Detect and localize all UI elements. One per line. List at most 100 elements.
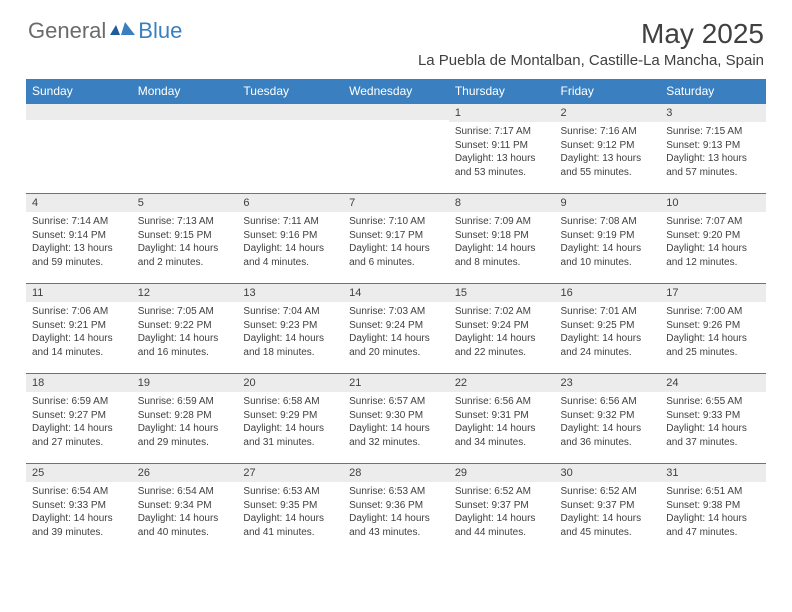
day-details: Sunrise: 7:10 AMSunset: 9:17 PMDaylight:… [343,212,449,275]
daynum-bar: 2 [555,103,661,122]
daynum-bar: 11 [26,283,132,302]
day-details: Sunrise: 7:16 AMSunset: 9:12 PMDaylight:… [555,122,661,185]
calendar-day-cell: 15Sunrise: 7:02 AMSunset: 9:24 PMDayligh… [449,283,555,373]
daynum-bar: 19 [132,373,238,392]
day-details: Sunrise: 6:53 AMSunset: 9:35 PMDaylight:… [237,482,343,545]
calendar-day-cell: 20Sunrise: 6:58 AMSunset: 9:29 PMDayligh… [237,373,343,463]
daynum-bar: 25 [26,463,132,482]
calendar-day-cell: 10Sunrise: 7:07 AMSunset: 9:20 PMDayligh… [660,193,766,283]
page-header: General Blue May 2025 La Puebla de Monta… [0,0,792,73]
calendar-day-cell: 25Sunrise: 6:54 AMSunset: 9:33 PMDayligh… [26,463,132,553]
calendar-week-row: 25Sunrise: 6:54 AMSunset: 9:33 PMDayligh… [26,463,766,553]
daynum-bar: 20 [237,373,343,392]
calendar-header-row: SundayMondayTuesdayWednesdayThursdayFrid… [26,79,766,103]
day-details: Sunrise: 6:52 AMSunset: 9:37 PMDaylight:… [555,482,661,545]
daynum-bar: 21 [343,373,449,392]
day-details: Sunrise: 7:00 AMSunset: 9:26 PMDaylight:… [660,302,766,365]
calendar-day-cell: 31Sunrise: 6:51 AMSunset: 9:38 PMDayligh… [660,463,766,553]
calendar-day-cell: 1Sunrise: 7:17 AMSunset: 9:11 PMDaylight… [449,103,555,193]
logo-text-general: General [28,18,106,44]
calendar-day-cell: 17Sunrise: 7:00 AMSunset: 9:26 PMDayligh… [660,283,766,373]
calendar-day-cell: 30Sunrise: 6:52 AMSunset: 9:37 PMDayligh… [555,463,661,553]
weekday-header: Tuesday [237,79,343,103]
daynum-bar: 10 [660,193,766,212]
calendar-day-cell: 9Sunrise: 7:08 AMSunset: 9:19 PMDaylight… [555,193,661,283]
calendar-day-cell: 26Sunrise: 6:54 AMSunset: 9:34 PMDayligh… [132,463,238,553]
calendar-day-cell: 11Sunrise: 7:06 AMSunset: 9:21 PMDayligh… [26,283,132,373]
day-details: Sunrise: 7:09 AMSunset: 9:18 PMDaylight:… [449,212,555,275]
daynum-bar-empty [26,103,132,120]
calendar-day-cell: 28Sunrise: 6:53 AMSunset: 9:36 PMDayligh… [343,463,449,553]
day-details: Sunrise: 7:08 AMSunset: 9:19 PMDaylight:… [555,212,661,275]
calendar-day-cell: 3Sunrise: 7:15 AMSunset: 9:13 PMDaylight… [660,103,766,193]
daynum-bar: 7 [343,193,449,212]
calendar-week-row: 1Sunrise: 7:17 AMSunset: 9:11 PMDaylight… [26,103,766,193]
daynum-bar: 16 [555,283,661,302]
calendar-day-cell: 13Sunrise: 7:04 AMSunset: 9:23 PMDayligh… [237,283,343,373]
calendar-day-cell [132,103,238,193]
calendar-table: SundayMondayTuesdayWednesdayThursdayFrid… [26,79,766,553]
calendar-day-cell: 14Sunrise: 7:03 AMSunset: 9:24 PMDayligh… [343,283,449,373]
daynum-bar: 24 [660,373,766,392]
day-details: Sunrise: 7:03 AMSunset: 9:24 PMDaylight:… [343,302,449,365]
logo-text-blue: Blue [138,18,182,44]
weekday-header: Sunday [26,79,132,103]
day-details: Sunrise: 7:13 AMSunset: 9:15 PMDaylight:… [132,212,238,275]
calendar-day-cell: 24Sunrise: 6:55 AMSunset: 9:33 PMDayligh… [660,373,766,463]
daynum-bar: 8 [449,193,555,212]
daynum-bar: 18 [26,373,132,392]
calendar-day-cell: 22Sunrise: 6:56 AMSunset: 9:31 PMDayligh… [449,373,555,463]
day-details: Sunrise: 6:54 AMSunset: 9:34 PMDaylight:… [132,482,238,545]
day-details: Sunrise: 6:53 AMSunset: 9:36 PMDaylight:… [343,482,449,545]
day-details: Sunrise: 6:56 AMSunset: 9:31 PMDaylight:… [449,392,555,455]
calendar-day-cell: 2Sunrise: 7:16 AMSunset: 9:12 PMDaylight… [555,103,661,193]
daynum-bar: 27 [237,463,343,482]
location-subtitle: La Puebla de Montalban, Castille-La Manc… [418,52,764,69]
day-details: Sunrise: 6:56 AMSunset: 9:32 PMDaylight:… [555,392,661,455]
day-details: Sunrise: 6:51 AMSunset: 9:38 PMDaylight:… [660,482,766,545]
daynum-bar: 14 [343,283,449,302]
day-details: Sunrise: 6:55 AMSunset: 9:33 PMDaylight:… [660,392,766,455]
daynum-bar: 28 [343,463,449,482]
weekday-header: Monday [132,79,238,103]
daynum-bar: 29 [449,463,555,482]
calendar-day-cell [26,103,132,193]
weekday-header: Saturday [660,79,766,103]
daynum-bar: 4 [26,193,132,212]
daynum-bar-empty [343,103,449,120]
day-details: Sunrise: 7:15 AMSunset: 9:13 PMDaylight:… [660,122,766,185]
calendar-day-cell: 29Sunrise: 6:52 AMSunset: 9:37 PMDayligh… [449,463,555,553]
logo: General Blue [28,18,182,44]
calendar-day-cell: 5Sunrise: 7:13 AMSunset: 9:15 PMDaylight… [132,193,238,283]
logo-flag-icon [110,19,136,44]
daynum-bar-empty [237,103,343,120]
calendar-day-cell: 19Sunrise: 6:59 AMSunset: 9:28 PMDayligh… [132,373,238,463]
calendar-day-cell: 4Sunrise: 7:14 AMSunset: 9:14 PMDaylight… [26,193,132,283]
calendar-day-cell [237,103,343,193]
daynum-bar: 1 [449,103,555,122]
weekday-header: Friday [555,79,661,103]
daynum-bar: 17 [660,283,766,302]
day-details: Sunrise: 7:04 AMSunset: 9:23 PMDaylight:… [237,302,343,365]
day-details: Sunrise: 6:59 AMSunset: 9:28 PMDaylight:… [132,392,238,455]
daynum-bar: 13 [237,283,343,302]
daynum-bar: 26 [132,463,238,482]
calendar-day-cell: 21Sunrise: 6:57 AMSunset: 9:30 PMDayligh… [343,373,449,463]
daynum-bar: 23 [555,373,661,392]
day-details: Sunrise: 7:11 AMSunset: 9:16 PMDaylight:… [237,212,343,275]
calendar-day-cell: 6Sunrise: 7:11 AMSunset: 9:16 PMDaylight… [237,193,343,283]
day-details: Sunrise: 6:58 AMSunset: 9:29 PMDaylight:… [237,392,343,455]
daynum-bar: 22 [449,373,555,392]
weekday-header: Wednesday [343,79,449,103]
calendar-week-row: 4Sunrise: 7:14 AMSunset: 9:14 PMDaylight… [26,193,766,283]
calendar-day-cell: 18Sunrise: 6:59 AMSunset: 9:27 PMDayligh… [26,373,132,463]
calendar-day-cell: 7Sunrise: 7:10 AMSunset: 9:17 PMDaylight… [343,193,449,283]
daynum-bar: 31 [660,463,766,482]
day-details: Sunrise: 7:14 AMSunset: 9:14 PMDaylight:… [26,212,132,275]
calendar-day-cell: 23Sunrise: 6:56 AMSunset: 9:32 PMDayligh… [555,373,661,463]
calendar-week-row: 18Sunrise: 6:59 AMSunset: 9:27 PMDayligh… [26,373,766,463]
daynum-bar: 5 [132,193,238,212]
day-details: Sunrise: 7:06 AMSunset: 9:21 PMDaylight:… [26,302,132,365]
calendar-week-row: 11Sunrise: 7:06 AMSunset: 9:21 PMDayligh… [26,283,766,373]
daynum-bar: 12 [132,283,238,302]
